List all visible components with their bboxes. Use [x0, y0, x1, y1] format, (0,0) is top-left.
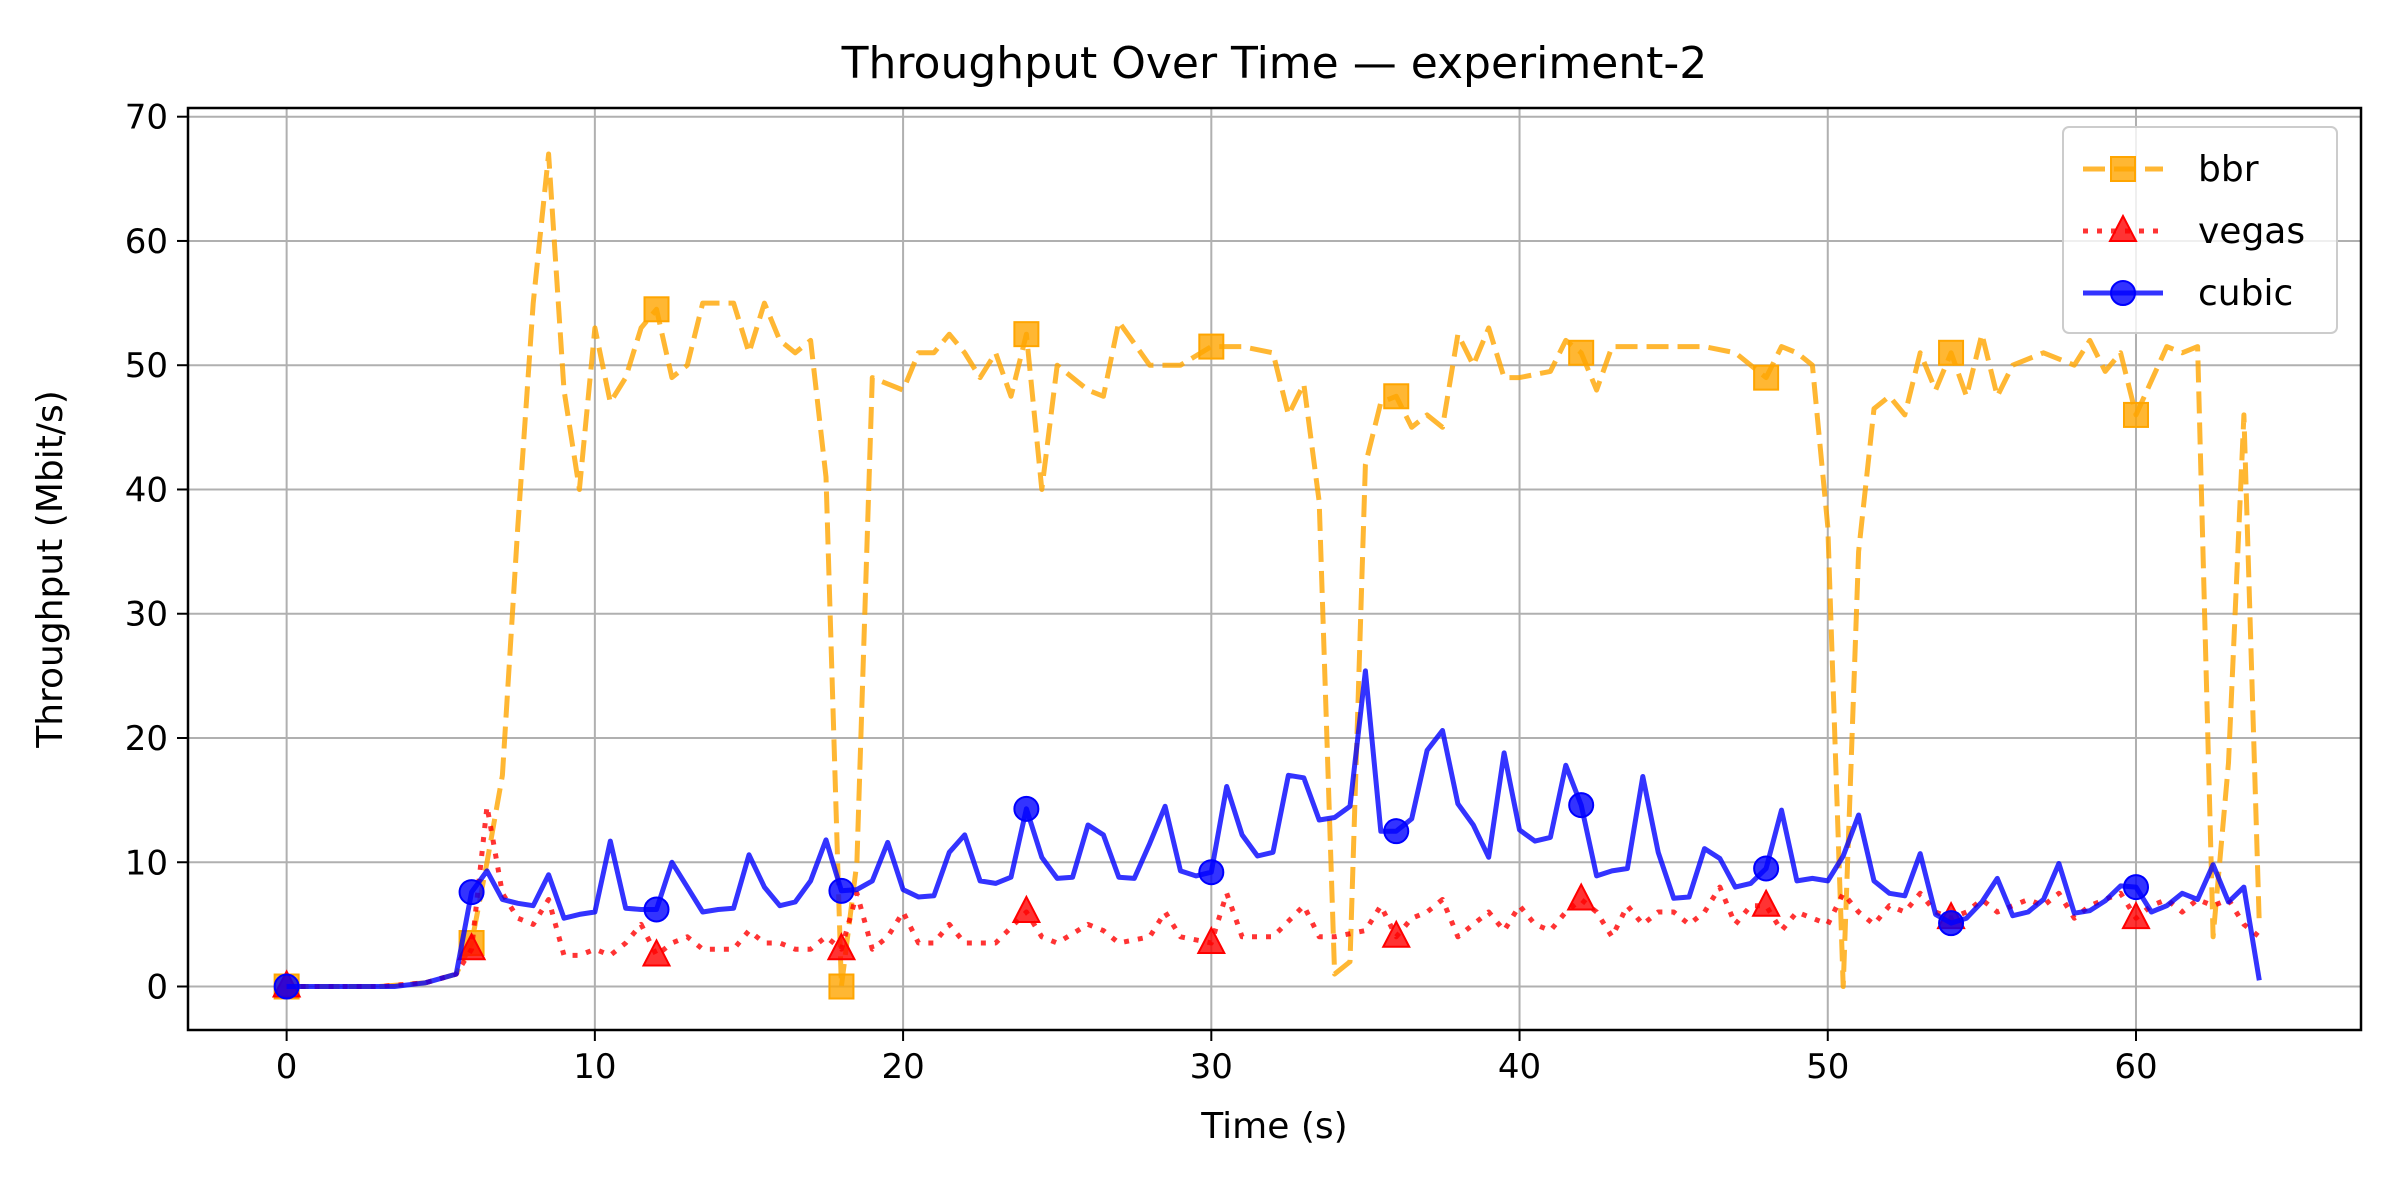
- y-tick-label: 20: [125, 719, 168, 759]
- legend-marker: [2108, 213, 2138, 242]
- x-tick-label: 60: [2114, 1047, 2157, 1087]
- series-line-vegas: [286, 803, 2261, 989]
- data-point-vegas: [1751, 888, 1781, 917]
- chart-title: Throughput Over Time — experiment-2: [841, 38, 1708, 89]
- data-point-cubic: [458, 879, 485, 906]
- data-point-vegas: [1566, 882, 1596, 911]
- y-tick-label: 50: [125, 346, 168, 386]
- data-point-cubic: [1568, 792, 1595, 819]
- series-cubic: [273, 668, 2262, 1000]
- x-tick-label: 40: [1498, 1047, 1541, 1087]
- legend-item-cubic: cubic: [2083, 273, 2293, 314]
- data-point-cubic: [1013, 795, 1040, 822]
- data-point-vegas: [1381, 919, 1411, 948]
- series-layer: [271, 151, 2262, 1000]
- y-tick-label: 10: [125, 843, 168, 883]
- legend-item-vegas: vegas: [2083, 211, 2305, 252]
- legend: bbr vegas cubic: [2062, 126, 2338, 334]
- data-point-bbr: [1013, 321, 1040, 348]
- legend-label: cubic: [2198, 273, 2293, 314]
- data-point-bbr: [1938, 339, 1965, 366]
- x-tick-label: 50: [1806, 1047, 1849, 1087]
- data-point-vegas: [2121, 900, 2151, 930]
- series-line-bbr: [286, 151, 2262, 989]
- y-tick-label: 30: [125, 595, 168, 635]
- axis-ticks: 0 10 20 30 40 50 60 0 10 20 30 40 50 60 70: [125, 98, 2158, 1087]
- data-point-cubic: [273, 973, 300, 1000]
- data-point-bbr: [1753, 364, 1780, 391]
- legend-marker: [2110, 156, 2136, 182]
- data-point-bbr: [1568, 339, 1595, 366]
- y-tick-label: 70: [125, 98, 168, 138]
- x-tick-label: 20: [881, 1047, 924, 1087]
- data-point-bbr: [643, 296, 670, 323]
- x-tick-label: 10: [573, 1047, 616, 1087]
- data-point-vegas: [826, 932, 857, 961]
- data-point-bbr: [2122, 401, 2149, 428]
- data-point-cubic: [1198, 859, 1225, 886]
- data-point-cubic: [1938, 910, 1965, 937]
- data-point-cubic: [1383, 818, 1410, 845]
- legend-label: bbr: [2198, 149, 2259, 190]
- data-point-bbr: [1198, 333, 1225, 360]
- data-point-cubic: [643, 896, 670, 923]
- y-tick-label: 60: [125, 222, 168, 262]
- data-point-bbr: [828, 973, 855, 1000]
- data-point-cubic: [828, 877, 855, 904]
- x-axis-label: Time (s): [1200, 1106, 1347, 1147]
- y-tick-label: 40: [125, 470, 168, 510]
- x-tick-label: 30: [1190, 1047, 1233, 1087]
- data-point-bbr: [1383, 383, 1410, 410]
- plot-frame: [186, 106, 2363, 1032]
- data-point-vegas: [1011, 894, 1042, 923]
- data-point-vegas: [1196, 925, 1226, 955]
- y-axis-label: Throughput (Mbit/s): [30, 390, 71, 749]
- y-tick-label: 0: [146, 968, 168, 1008]
- data-point-cubic: [2122, 874, 2149, 901]
- x-tick-label: 0: [276, 1047, 298, 1087]
- data-point-cubic: [1753, 855, 1780, 882]
- data-point-vegas: [641, 938, 672, 967]
- legend-marker: [2110, 280, 2136, 306]
- legend-item-bbr: bbr: [2083, 149, 2259, 190]
- data-point-vegas: [456, 932, 487, 961]
- legend-label: vegas: [2198, 211, 2305, 252]
